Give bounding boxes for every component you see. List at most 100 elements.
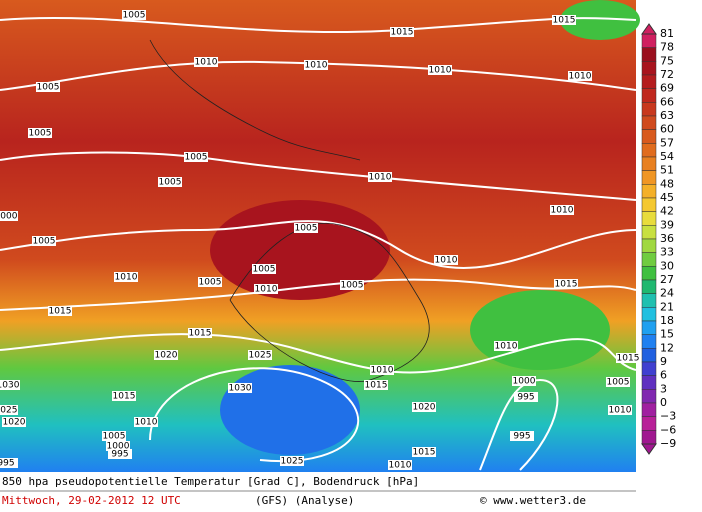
isobar-label: 1000 [107,442,130,452]
colorbar-cell [641,197,657,212]
colorbar-label: 9 [660,355,667,368]
isobar-label-bg [294,223,318,233]
isobar-label-bg [552,15,576,25]
colorbar-label: −9 [660,437,676,450]
colorbar-label: 45 [660,191,674,204]
colorbar-cell [641,238,657,253]
isobar-label: 1015 [189,329,212,339]
isobar-label-bg [194,57,218,67]
colorbar-label: 63 [660,109,674,122]
colorbar-cell [641,402,657,417]
isobar-label-bg [188,328,212,338]
isobar-label-bg [2,417,26,427]
footer-copyright: © www.wetter3.de [480,494,586,507]
colorbar-cell [641,307,657,322]
isobar-label-bg [252,264,276,274]
colorbar-label: 60 [660,123,674,136]
isobar-label: 1010 [115,273,138,283]
colorbar-label: 18 [660,314,674,327]
isobar-label: 1010 [609,406,632,416]
isobar-label-bg [388,460,412,470]
isobar-label-bg [568,71,592,81]
isobar-label: 1030 [229,384,252,394]
isobar-label: 1005 [33,237,56,247]
isobar-label-bg [248,350,272,360]
isobar-label-bg [428,65,452,75]
isobar-label-bg [494,341,518,351]
isobar-label-bg [108,449,132,459]
colorbar-label: 39 [660,218,674,231]
isobar-label: 1005 [103,432,126,442]
isobar-label: 1025 [0,406,17,416]
isobar-label: 1010 [551,206,574,216]
colorbar-label: 24 [660,287,674,300]
colorbar-cell [641,156,657,171]
isobar-label: 1005 [253,265,276,275]
isobar-label: 1010 [135,418,158,428]
isobar-label: 1005 [29,129,52,139]
isobar-label: 1015 [555,280,578,290]
isobar-label: 995 [513,432,530,442]
colorbar-cell [641,61,657,76]
colorbar-label: 6 [660,369,667,382]
isobar-label-bg [184,152,208,162]
isobar-label: 1020 [413,403,436,413]
isobar-label-bg [32,236,56,246]
isobar-label-bg [198,277,222,287]
isobar-label: 1010 [369,173,392,183]
footer-model: (GFS) (Analyse) [255,494,354,507]
isobar-label: 995 [0,459,15,469]
isobar-label: 1015 [113,392,136,402]
isobar-label-bg [0,211,18,221]
colorbar-label: −3 [660,410,676,423]
isobar-label-bg [304,60,328,70]
colorbar-label: 51 [660,164,674,177]
colorbar-label: 36 [660,232,674,245]
colorbar-cell [641,102,657,117]
isobar-label-bg [512,376,536,386]
isobar-label-bg [254,284,278,294]
colorbar-label: 27 [660,273,674,286]
colorbar-label: 78 [660,41,674,54]
isobar-label-bg [102,431,126,441]
footer-title: 850 hpa pseudopotentielle Temperatur [Gr… [2,475,419,488]
isobar-label: 1025 [249,351,272,361]
colorbar-label: 21 [660,300,674,313]
colorbar-cell [641,293,657,308]
colorbar-cell [641,252,657,267]
colorbar-cell [641,115,657,130]
isobar-label-bg [514,392,538,402]
colorbar-top-arrow [641,23,657,35]
isobar-label-bg [370,365,394,375]
colorbar-cell [641,320,657,335]
isobar-label: 1010 [569,72,592,82]
isobar-label-bg [434,255,458,265]
colorbar-label: 54 [660,150,674,163]
colorbar-cell [641,33,657,48]
colorbar-label: 72 [660,68,674,81]
colorbar-bottom-arrow [641,443,657,455]
isobar-label: 1000 [0,212,18,222]
isobar-label-bg [550,205,574,215]
colorbar-label: 33 [660,246,674,259]
isobar-label-bg [510,431,534,441]
colorbar-label: 66 [660,95,674,108]
footer-date: Mittwoch, 29-02-2012 12 UTC [2,494,181,507]
isobar-label: 1005 [199,278,222,288]
isobars [0,16,637,471]
isobar-label: 1010 [195,58,218,68]
colorbar-label: 69 [660,82,674,95]
isobar-label: 1010 [429,66,452,76]
isobar-label: 1005 [159,178,182,188]
isobar-label-bg [28,128,52,138]
isobar-label: 995 [517,393,534,403]
colorbar-cell [641,143,657,158]
colorbar-cell [641,348,657,363]
isobar-label-bg [554,279,578,289]
isobar-label: 1005 [607,378,630,388]
isobar-label-bg [106,441,130,451]
isobar-label-bg [606,377,630,387]
isobar-label: 1020 [155,351,178,361]
isobar-label-bg [48,306,72,316]
